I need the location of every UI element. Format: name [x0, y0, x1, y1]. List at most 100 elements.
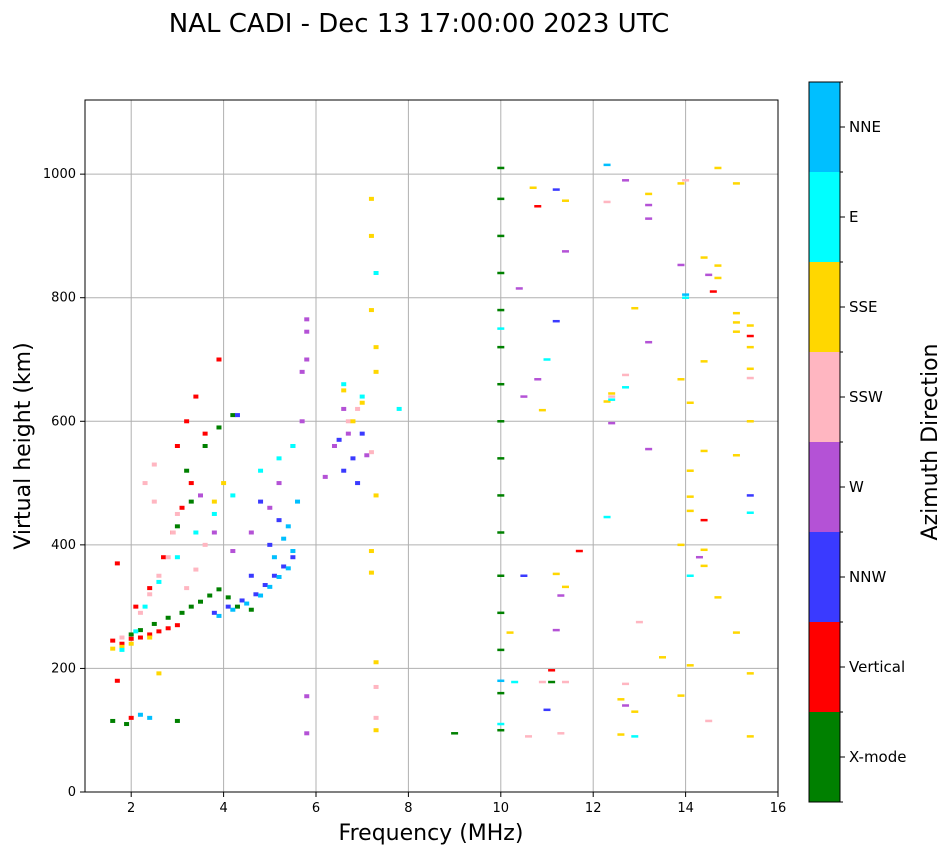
- data-point: [622, 682, 630, 686]
- data-point: [119, 641, 125, 646]
- data-point: [258, 593, 264, 598]
- data-point: [746, 735, 754, 738]
- data-point: [497, 691, 505, 695]
- data-point: [497, 197, 505, 201]
- data-point: [497, 648, 505, 652]
- data-point: [304, 731, 310, 736]
- data-point: [137, 635, 143, 640]
- data-point: [156, 629, 162, 634]
- data-point: [746, 511, 754, 514]
- data-point: [695, 555, 703, 559]
- data-point: [304, 329, 310, 334]
- data-point: [184, 468, 190, 473]
- data-point: [373, 271, 379, 275]
- data-point: [202, 542, 208, 547]
- data-point: [529, 186, 537, 189]
- data-point: [645, 217, 653, 220]
- data-point: [110, 638, 116, 643]
- colorbar-segment: [809, 352, 840, 442]
- data-point: [359, 400, 365, 405]
- data-point: [165, 626, 171, 631]
- data-point: [179, 610, 185, 615]
- data-point: [304, 317, 310, 322]
- data-point: [373, 345, 379, 350]
- data-point: [617, 698, 625, 701]
- data-point: [746, 420, 754, 423]
- data-point: [230, 493, 236, 498]
- data-point: [258, 468, 264, 473]
- y-tick-label: 600: [51, 414, 76, 429]
- data-point: [451, 732, 459, 735]
- data-point: [137, 628, 143, 633]
- colorbar-tick-label: SSW: [849, 388, 883, 406]
- data-point: [151, 621, 157, 626]
- data-point: [635, 620, 643, 624]
- chart-title: NAL CADI - Dec 13 17:00:00 2023 UTC: [169, 9, 669, 39]
- data-point: [350, 456, 356, 461]
- x-tick-label: 4: [219, 801, 227, 816]
- data-point: [322, 474, 328, 479]
- colorbar-segment: [809, 532, 840, 622]
- data-point: [202, 444, 208, 448]
- data-point: [221, 481, 227, 486]
- data-point: [373, 660, 379, 665]
- data-point: [119, 635, 125, 640]
- data-point: [110, 646, 116, 651]
- data-point: [700, 518, 708, 522]
- data-point: [686, 664, 694, 667]
- data-point: [345, 419, 351, 424]
- data-point: [714, 264, 722, 267]
- data-point: [497, 457, 505, 460]
- data-point: [258, 499, 264, 504]
- data-point: [373, 369, 379, 374]
- data-point: [165, 615, 171, 620]
- data-point: [677, 182, 685, 185]
- y-tick-label: 0: [68, 785, 76, 800]
- data-point: [331, 444, 337, 448]
- data-point: [732, 631, 740, 634]
- data-point: [216, 587, 222, 592]
- data-point: [497, 271, 505, 275]
- data-point: [608, 392, 616, 395]
- colorbar-tick-label: X-mode: [849, 748, 906, 766]
- data-point: [147, 632, 153, 637]
- data-point: [211, 530, 217, 535]
- data-point: [746, 334, 754, 338]
- data-point: [128, 632, 134, 637]
- data-point: [156, 671, 162, 676]
- plot-frame: [84, 99, 779, 793]
- data-point: [686, 401, 694, 404]
- data-point: [253, 592, 259, 597]
- y-axis-label: Virtual height (km): [11, 342, 36, 549]
- colorbar-segment: [809, 262, 840, 352]
- data-point: [746, 324, 754, 327]
- data-point: [211, 610, 217, 615]
- data-point: [193, 567, 199, 572]
- colorbar-label: Azimuth Direction: [918, 343, 943, 540]
- data-point: [276, 574, 282, 579]
- x-tick-label: 8: [404, 801, 412, 816]
- data-point: [732, 454, 740, 457]
- y-tick-label: 200: [51, 661, 76, 676]
- data-point: [608, 395, 616, 398]
- data-point: [603, 400, 611, 403]
- data-point: [552, 572, 560, 576]
- data-point: [211, 499, 217, 504]
- data-point: [645, 340, 653, 344]
- data-point: [119, 644, 125, 649]
- data-point: [631, 306, 639, 310]
- data-point: [128, 715, 134, 720]
- data-point: [341, 388, 347, 393]
- data-point: [548, 680, 556, 684]
- data-point: [281, 536, 287, 541]
- data-point: [225, 604, 231, 609]
- data-point: [128, 636, 134, 641]
- data-point: [276, 456, 282, 461]
- data-point: [184, 419, 190, 424]
- data-point: [202, 431, 208, 436]
- data-point: [267, 505, 273, 510]
- y-tick-label: 800: [51, 291, 76, 306]
- data-point: [497, 531, 505, 534]
- data-point: [677, 378, 685, 381]
- data-point: [128, 641, 134, 646]
